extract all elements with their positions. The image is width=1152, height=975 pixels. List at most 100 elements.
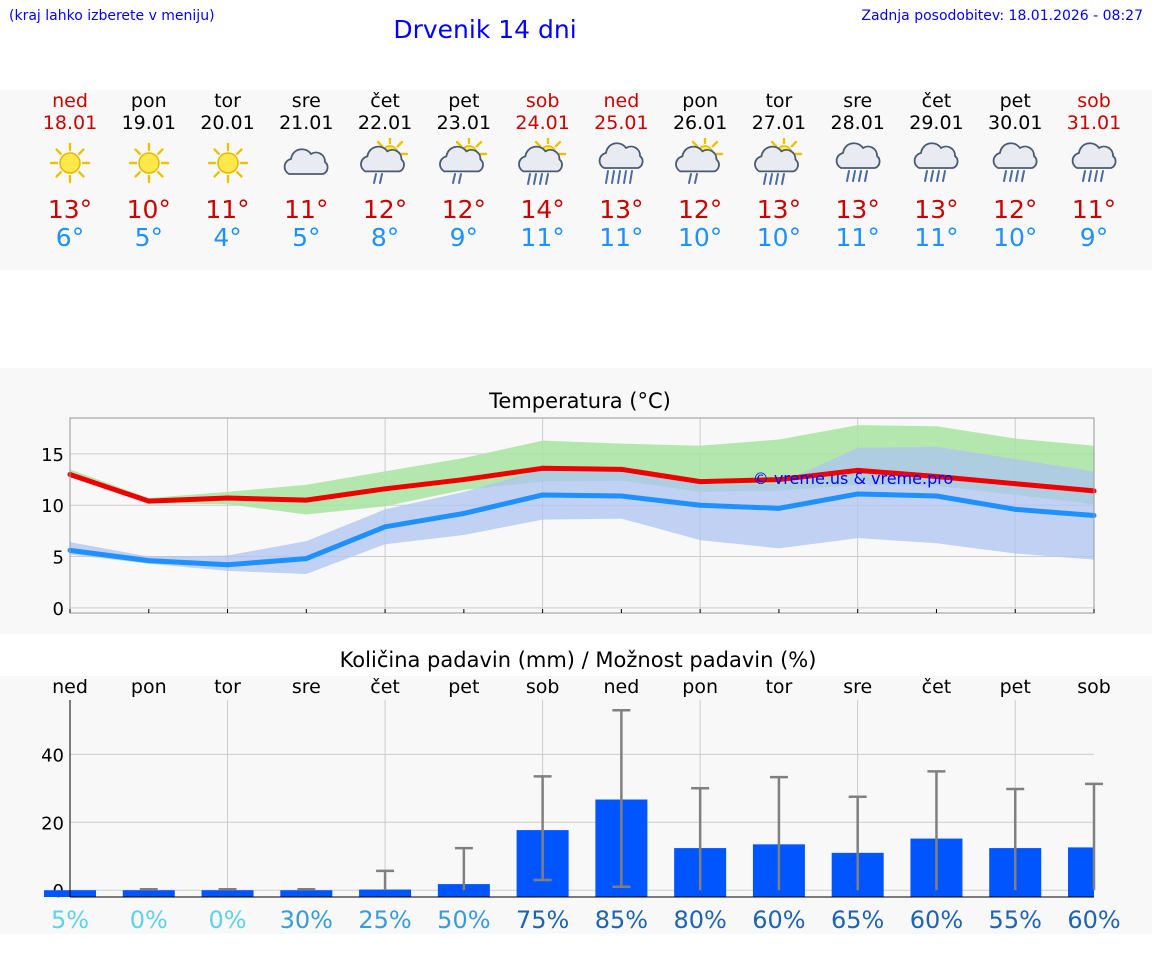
precip-day-label: sob [526,676,560,698]
cloud-rain-icon [914,142,959,182]
min-temp: 9° [449,223,479,252]
day-column: čet 29.01 13° 11° [896,90,976,252]
cloud-rain-icon [835,142,881,182]
max-temp-point [1012,481,1018,487]
precip-probability: 60% [1067,906,1120,934]
day-name: pon [682,90,718,112]
day-name: tor [765,90,793,112]
precip-day-label: čet [370,676,400,698]
day-column: sob 24.01 14° 11° [503,90,583,252]
precip-error-bar [376,869,395,891]
day-date: 20.01 [200,112,255,134]
min-temp: 6° [55,223,85,252]
max-temp: 12° [362,195,408,224]
day-date: 21.01 [279,112,334,134]
min-temp-point [382,524,388,530]
min-temp: 10° [993,223,1038,252]
day-column: tor 27.01 13° 10° [739,90,819,252]
precip-bar [201,890,254,897]
temperature-chart-title: Temperatura (°C) [488,389,671,413]
precip-bar [437,884,490,897]
day-column: ned 18.01 13° 6° [30,90,110,252]
max-temp-point [225,495,231,501]
min-temp: 10° [677,223,723,252]
day-column: čet 22.01 12° 8° [345,90,425,252]
sun-cloud-light-rain-icon [675,138,724,184]
precip-probability: 50% [437,906,490,934]
precip-probability: 75% [516,906,569,934]
day-name: čet [921,90,952,112]
min-temp-point [776,505,782,511]
max-temp-point [933,474,939,479]
day-name: sre [843,90,873,112]
precip-error-bar [848,795,867,891]
temp-frame [69,417,1095,614]
precip-error-bar [691,787,710,891]
max-temp-point [855,467,861,473]
max-temp-point [461,477,467,483]
day-date: 23.01 [436,112,492,134]
min-temp-point [1012,506,1018,512]
precip-day-label: sob [1077,676,1111,698]
min-temp-point [225,562,231,568]
day-column: pon 19.01 10° 5° [109,90,189,252]
precipitation-chart-title: Količina padavin (mm) / Možnost padavin … [340,648,817,672]
min-temp-point [461,510,467,516]
max-temp-line [69,465,1095,504]
min-temp-point [855,491,861,497]
cloud-heavy-rain-icon [599,142,644,184]
day-column: pet 23.01 12° 9° [424,90,504,252]
max-temp: 13° [914,195,959,224]
day-date: 19.01 [121,112,176,134]
day-name: pet [999,90,1031,112]
day-name: ned [603,90,640,112]
min-temp-point [618,493,624,499]
day-date: 28.01 [830,112,885,134]
min-temp: 11° [520,223,565,252]
temp-y-tick: 5 [53,548,64,569]
max-temp-point [303,497,309,503]
precip-probability: 55% [989,906,1042,934]
min-temp: 5° [134,223,163,252]
sun-cloud-rain-icon [517,138,566,185]
precip-y-tick: 40 [41,745,64,766]
region-hint: (kraj lahko izberete v meniju) [9,8,215,24]
day-name: tor [214,90,241,112]
day-date: 24.01 [515,112,570,134]
sun-icon [128,142,169,184]
day-column: pet 30.01 12° 10° [975,90,1055,252]
page-title: Drvenik 14 dni [393,15,577,44]
precip-probability: 85% [595,906,648,934]
precip-error-bar [139,887,158,891]
day-date: 29.01 [909,112,964,134]
sun-cloud-light-rain-icon [360,138,409,184]
max-temp-point [540,465,546,471]
min-temp: 4° [213,223,242,252]
precip-probability: 30% [280,906,333,934]
min-temp: 10° [756,223,802,252]
max-temp-point [697,479,703,485]
cloud-rain-icon [992,142,1038,182]
day-column: ned 25.01 13° 11° [581,90,661,252]
max-temp: 12° [677,195,723,224]
day-date: 30.01 [988,112,1043,134]
forecast-strip [0,90,1152,270]
precip-day-label: ned [603,676,639,698]
precip-probability: 5% [51,906,89,934]
day-date: 25.01 [594,112,649,134]
day-name: pet [448,90,480,112]
precip-error-bar [769,775,788,891]
sun-cloud-rain-icon [754,138,803,185]
precip-bar [1068,847,1094,897]
min-temp: 11° [599,223,644,252]
precip-y-tick: 20 [41,813,64,834]
precip-day-label: pet [1000,676,1031,698]
day-column: sob 31.01 11° 9° [1054,90,1134,252]
max-temp: 13° [47,195,93,224]
precip-error-bar [1006,787,1025,891]
min-temp-line [69,491,1095,568]
min-temp-point [146,558,152,564]
max-temp: 13° [599,195,644,224]
precip-day-label: pon [682,676,718,698]
